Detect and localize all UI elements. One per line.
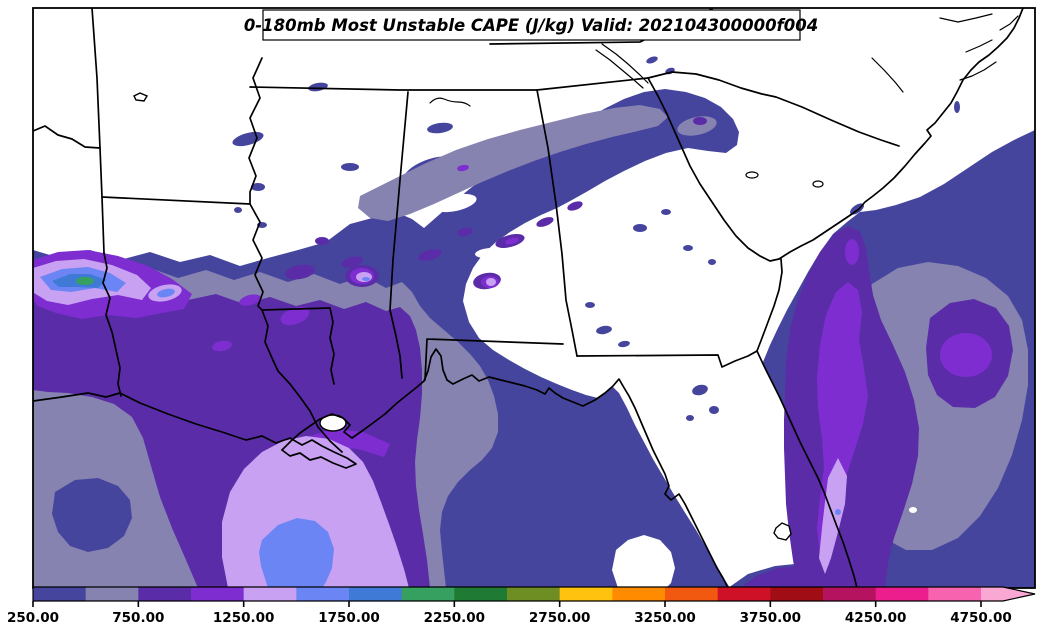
colorbar-band: [823, 587, 877, 601]
colorbar-band: [349, 587, 403, 601]
border-nc-sc: [647, 71, 900, 147]
colorbar-tick-label: 4250.00: [845, 610, 907, 626]
colorbar-tick-label: 250.00: [7, 610, 59, 626]
border-ga-fl: [576, 350, 758, 368]
colorbar-band: [296, 587, 350, 601]
small-lake: [812, 180, 824, 188]
colorbar-band: [770, 587, 824, 601]
border-tennessee-south: [249, 77, 649, 91]
border-la-ms-pearl-river: [261, 307, 335, 385]
colorbar-band: [875, 587, 929, 601]
gulf-coast-ms-fl: [281, 348, 729, 588]
colorbar-outline: [32, 586, 1036, 602]
colorbar-band: [85, 587, 139, 601]
figure-title: 0-180mb Most Unstable CAPE (J/kg) Valid:…: [244, 16, 818, 35]
georgia-coast: [756, 258, 783, 352]
lakes: [133, 92, 824, 541]
colorbar-band: [191, 587, 245, 601]
colorbar-ticks: [32, 601, 982, 607]
colorbar-band: [559, 587, 613, 601]
colorbar-band: [928, 587, 982, 601]
colorbar-tick-label: 2750.00: [529, 610, 591, 626]
border-ms-al: [389, 91, 409, 379]
lake-okeechobee: [773, 522, 792, 541]
small-lake: [745, 171, 759, 179]
colorbar-tick-label: 1250.00: [213, 610, 275, 626]
gulf-coast-louisiana: [33, 392, 357, 469]
colorbar-tick-label: 1750.00: [318, 610, 380, 626]
mississippi-river: [248, 57, 343, 453]
title-box-background: [262, 9, 801, 41]
colorbar-band: [665, 587, 719, 601]
cape-2000-2250-region: [76, 277, 94, 285]
colorbar-tick-label: 3750.00: [740, 610, 802, 626]
border-sc-ga-savannah-river: [647, 77, 780, 262]
border-al-fl: [424, 338, 564, 381]
cape-below-250-holes: [383, 171, 675, 588]
colorbar-band: [612, 587, 666, 601]
colorbar-tick-label: 2250.00: [424, 610, 486, 626]
colorbar-tick-label: 3250.00: [634, 610, 696, 626]
border-ok-ar: [91, 8, 101, 149]
title-box: 0-180mb Most Unstable CAPE (J/kg) Valid:…: [244, 9, 818, 41]
colorbar-band: [717, 587, 771, 601]
atlantic-coast: [778, 8, 1024, 260]
colorbar-band: [507, 587, 561, 601]
colorbar-tick-labels: 250.00 750.00 1250.00 1750.00 2250.00 2750.00…: [7, 610, 1012, 626]
border-ar-la: [101, 196, 251, 205]
colorbar: [33, 587, 1035, 601]
cape-250-500-region: [52, 478, 132, 552]
border-tx-ar-la: [99, 147, 105, 254]
florida-east-coast: [756, 350, 858, 588]
small-lake: [133, 92, 149, 102]
tennessee-river: [595, 43, 649, 89]
colorbar-band: [401, 587, 455, 601]
colorbar-tick-label: 750.00: [112, 610, 164, 626]
colorbar-band: [138, 587, 192, 601]
colorbar-band: [243, 587, 297, 601]
red-river: [33, 125, 101, 149]
carolina-sounds: [939, 13, 1019, 81]
colorbar-band: [454, 587, 508, 601]
colorbar-extend-arrow: [981, 587, 1035, 601]
sabine-river: [102, 252, 122, 397]
border-al-ga-chattahoochee: [536, 89, 578, 357]
neuse-river: [871, 57, 904, 93]
tennessee-river-bend: [429, 97, 471, 107]
colorbar-tick-label: 4750.00: [950, 610, 1012, 626]
cape-local-minimum-eye: [909, 507, 917, 513]
coastline: [33, 8, 1024, 588]
colorbar-band: [33, 587, 87, 601]
